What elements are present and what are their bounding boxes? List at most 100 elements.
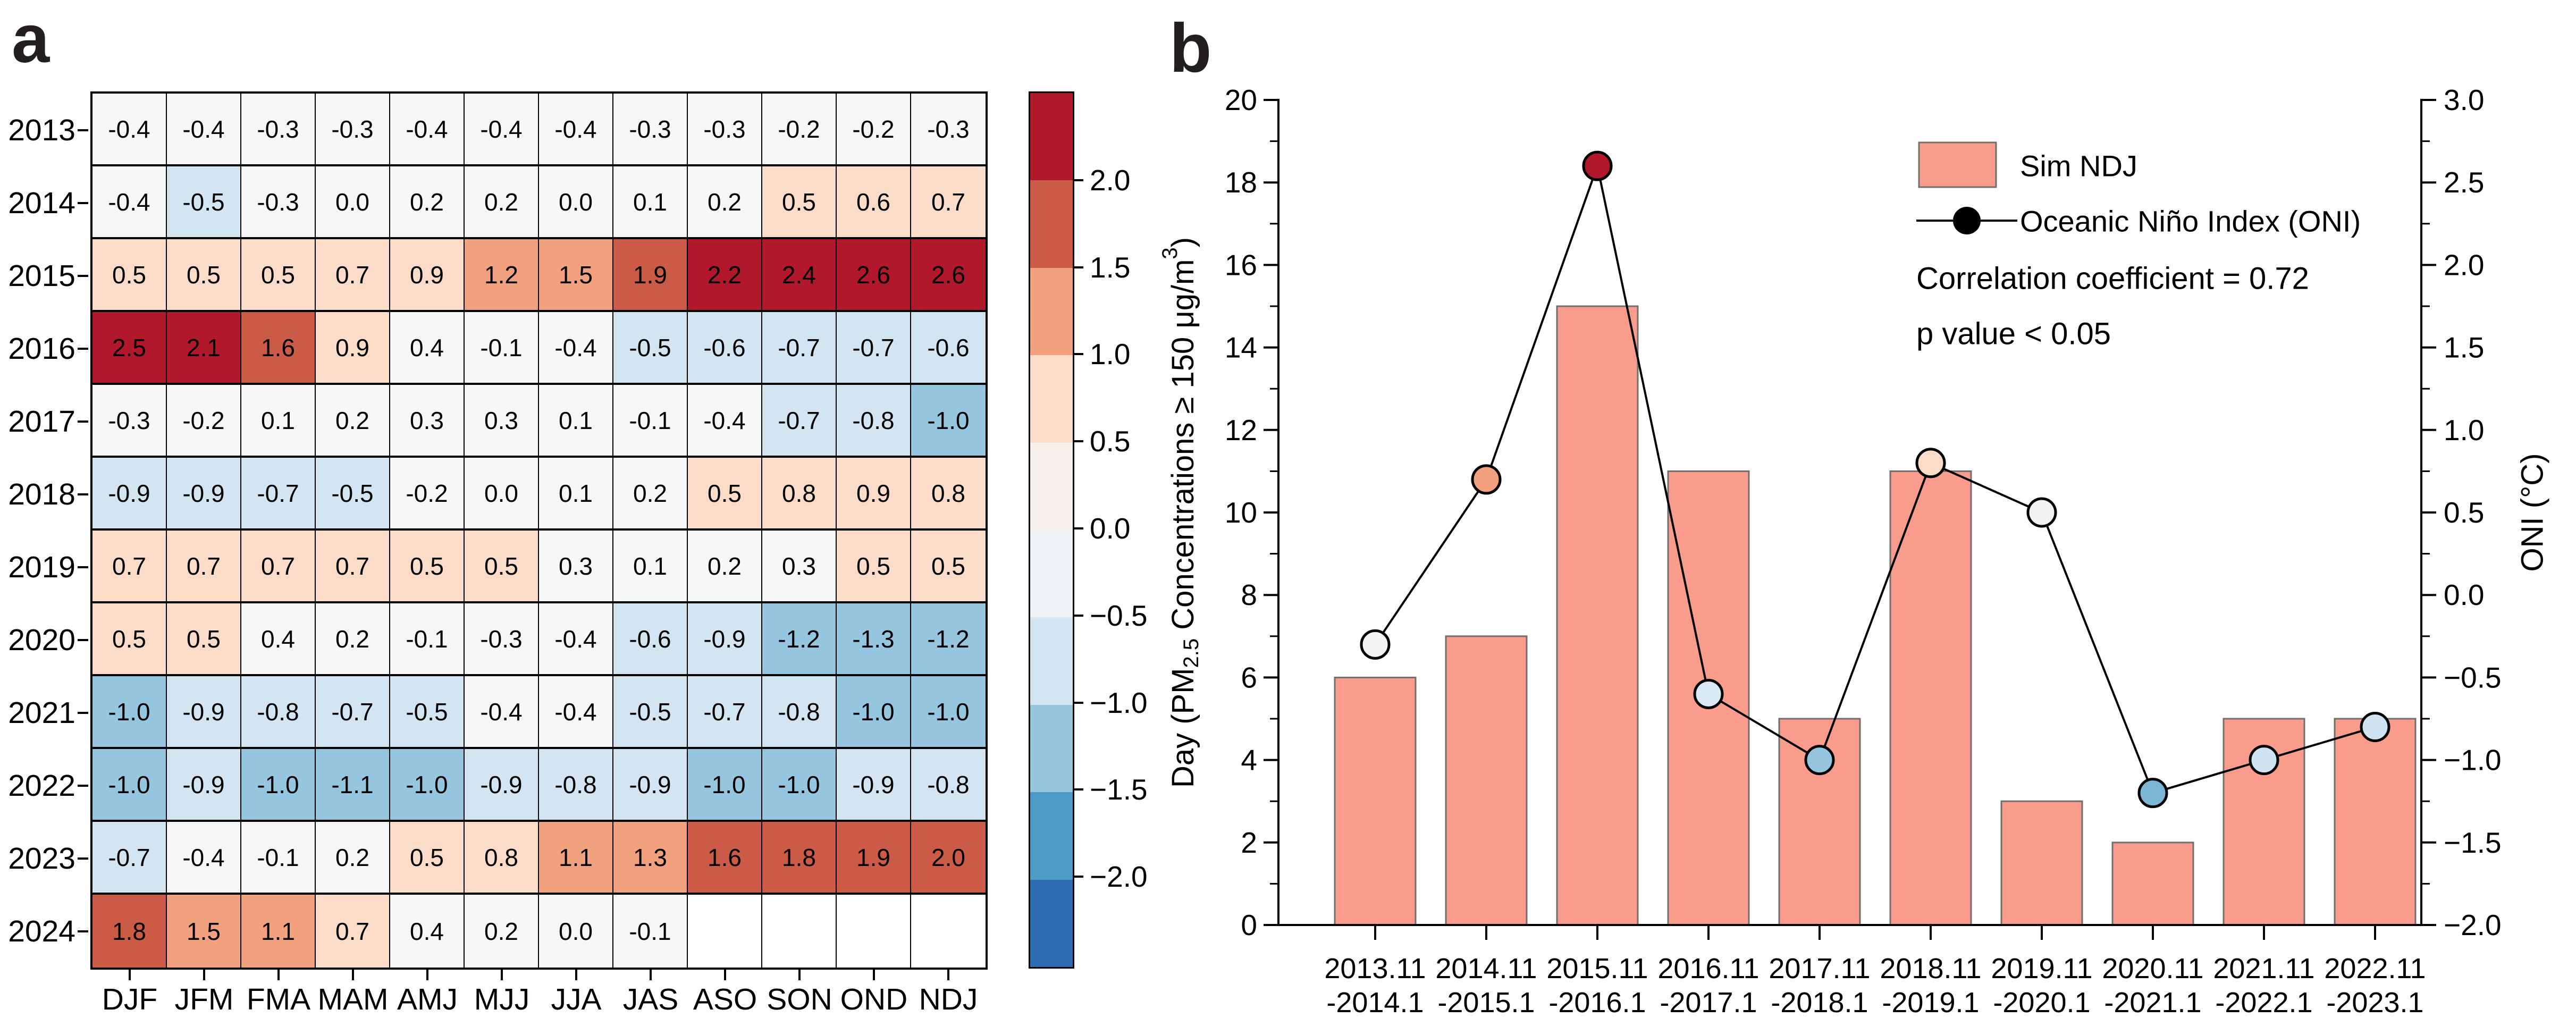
heatmap-col-tick [798,970,801,980]
heatmap-cell: -1.0 [762,749,837,822]
heatmap-cell: -0.9 [465,749,539,822]
heatmap-cell: -1.0 [688,749,762,822]
colorbar-tick-label: −2.0 [1090,860,1148,894]
oni-point [2137,778,2168,809]
heatmap-cell: -0.8 [837,385,911,458]
heatmap-season-label: DJF [102,982,158,1016]
left-tick-label: 12 [1225,414,1257,447]
panel-a-label: a [12,1,50,77]
colorbar-tick [1073,527,1083,529]
colorbar-band [1030,530,1073,618]
heatmap-cell: -0.1 [613,385,688,458]
heatmap-cell: -0.4 [688,385,762,458]
pvalue-annotation: p value < 0.05 [1916,317,2111,351]
oni-point [1582,150,1613,181]
heatmap-cell: -0.4 [92,166,167,239]
oni-point [1693,678,1724,709]
heatmap-cell: 1.1 [539,822,613,895]
heatmap-row-tick [78,129,88,131]
heatmap-cell: -0.6 [613,603,688,676]
heatmap-cell: -0.3 [92,385,167,458]
heatmap-season-label: NDJ [919,982,978,1016]
heatmap-cell: -0.7 [92,822,167,895]
oni-point [2249,745,2279,776]
heatmap-season-label: JAS [622,982,679,1016]
heatmap-cell: -0.4 [539,312,613,385]
oni-point [1915,448,1946,478]
heatmap-cell: -0.7 [762,385,837,458]
heatmap-cell: 0.2 [465,166,539,239]
heatmap-cell: 1.6 [241,312,316,385]
colorbar-band [1030,617,1073,705]
heatmap-cell: 0.2 [316,385,390,458]
heatmap-cell [837,895,911,968]
colorbar-tick-label: −1.5 [1090,773,1148,806]
heatmap-cell: 2.0 [911,822,986,895]
heatmap-cell: -1.1 [316,749,390,822]
heatmap-cell: -0.7 [316,676,390,749]
heatmap-cell: 2.6 [911,239,986,312]
heatmap-cell [762,895,837,968]
heatmap-cell: 0.0 [465,458,539,531]
heatmap-cell: 0.2 [390,166,465,239]
right-tick-label: 0.5 [2444,496,2484,529]
colorbar-band [1030,442,1073,531]
heatmap-cell: -0.9 [613,749,688,822]
heatmap-cell: -0.8 [762,676,837,749]
colorbar-tick-label: −1.0 [1090,686,1148,719]
right-tick-label: −1.5 [2444,826,2502,859]
heatmap-cell: -0.4 [465,94,539,166]
sim-ndj-bar [2000,800,2083,926]
x-tick-label-line1: 2022.11 [2324,953,2426,985]
left-tick-label: 0 [1241,909,1257,941]
heatmap-year-label: 2013 [8,113,75,147]
heatmap-col-tick [501,970,503,980]
panel-b-label: b [1169,9,1211,87]
heatmap-cell: -0.9 [92,458,167,531]
left-tick-label: 2 [1241,826,1257,859]
heatmap-cell: -1.0 [911,676,986,749]
x-tick-label-line1: 2018.11 [1880,953,1981,985]
heatmap-cell: 0.1 [613,531,688,603]
heatmap-cell: 2.4 [762,239,837,312]
left-tick-label: 6 [1241,661,1257,694]
heatmap-col-tick [203,970,205,980]
heatmap-row-tick [78,930,88,932]
heatmap-year-label: 2015 [8,258,75,293]
heatmap-cell: -0.4 [539,94,613,166]
colorbar-tick [1073,179,1083,181]
oni-line [1374,162,2376,795]
heatmap-cell: -0.1 [390,603,465,676]
heatmap-year-label: 2017 [8,404,75,439]
left-tick-label: 20 [1225,83,1257,116]
heatmap-cell: -0.7 [837,312,911,385]
heatmap-cell: 0.7 [316,895,390,968]
colorbar-tick [1073,614,1083,617]
sim-ndj-bar [2111,842,2194,926]
heatmap-cell: 0.7 [241,531,316,603]
heatmap-col-tick [650,970,652,980]
x-tick-label-line2: -2015.1 [1437,987,1535,1019]
heatmap-year-label: 2024 [8,914,75,948]
heatmap-season-label: MAM [317,982,389,1016]
colorbar-band [1030,704,1073,793]
heatmap-cell: -0.7 [241,458,316,531]
left-tick-label: 14 [1225,331,1257,364]
heatmap-cell: -0.7 [688,676,762,749]
heatmap-cell: 0.5 [762,166,837,239]
x-tick-label-line1: 2014.11 [1435,953,1537,985]
heatmap-cell: 0.5 [241,239,316,312]
heatmap-season-label: ASO [693,982,757,1016]
heatmap-cell: -0.9 [167,749,241,822]
colorbar-tick [1073,876,1083,878]
x-tick-label-line2: -2018.1 [1771,987,1868,1019]
heatmap-cell: -0.5 [390,676,465,749]
heatmap-row-tick [78,711,88,714]
oni-point [2360,712,2390,743]
heatmap-cell: 0.1 [613,166,688,239]
heatmap-row-tick [78,857,88,860]
x-tick-label-line1: 2021.11 [2213,953,2314,985]
left-tick-label: 10 [1225,496,1257,529]
heatmap-cell: 0.5 [167,239,241,312]
x-tick-label-line1: 2013.11 [1324,953,1426,985]
